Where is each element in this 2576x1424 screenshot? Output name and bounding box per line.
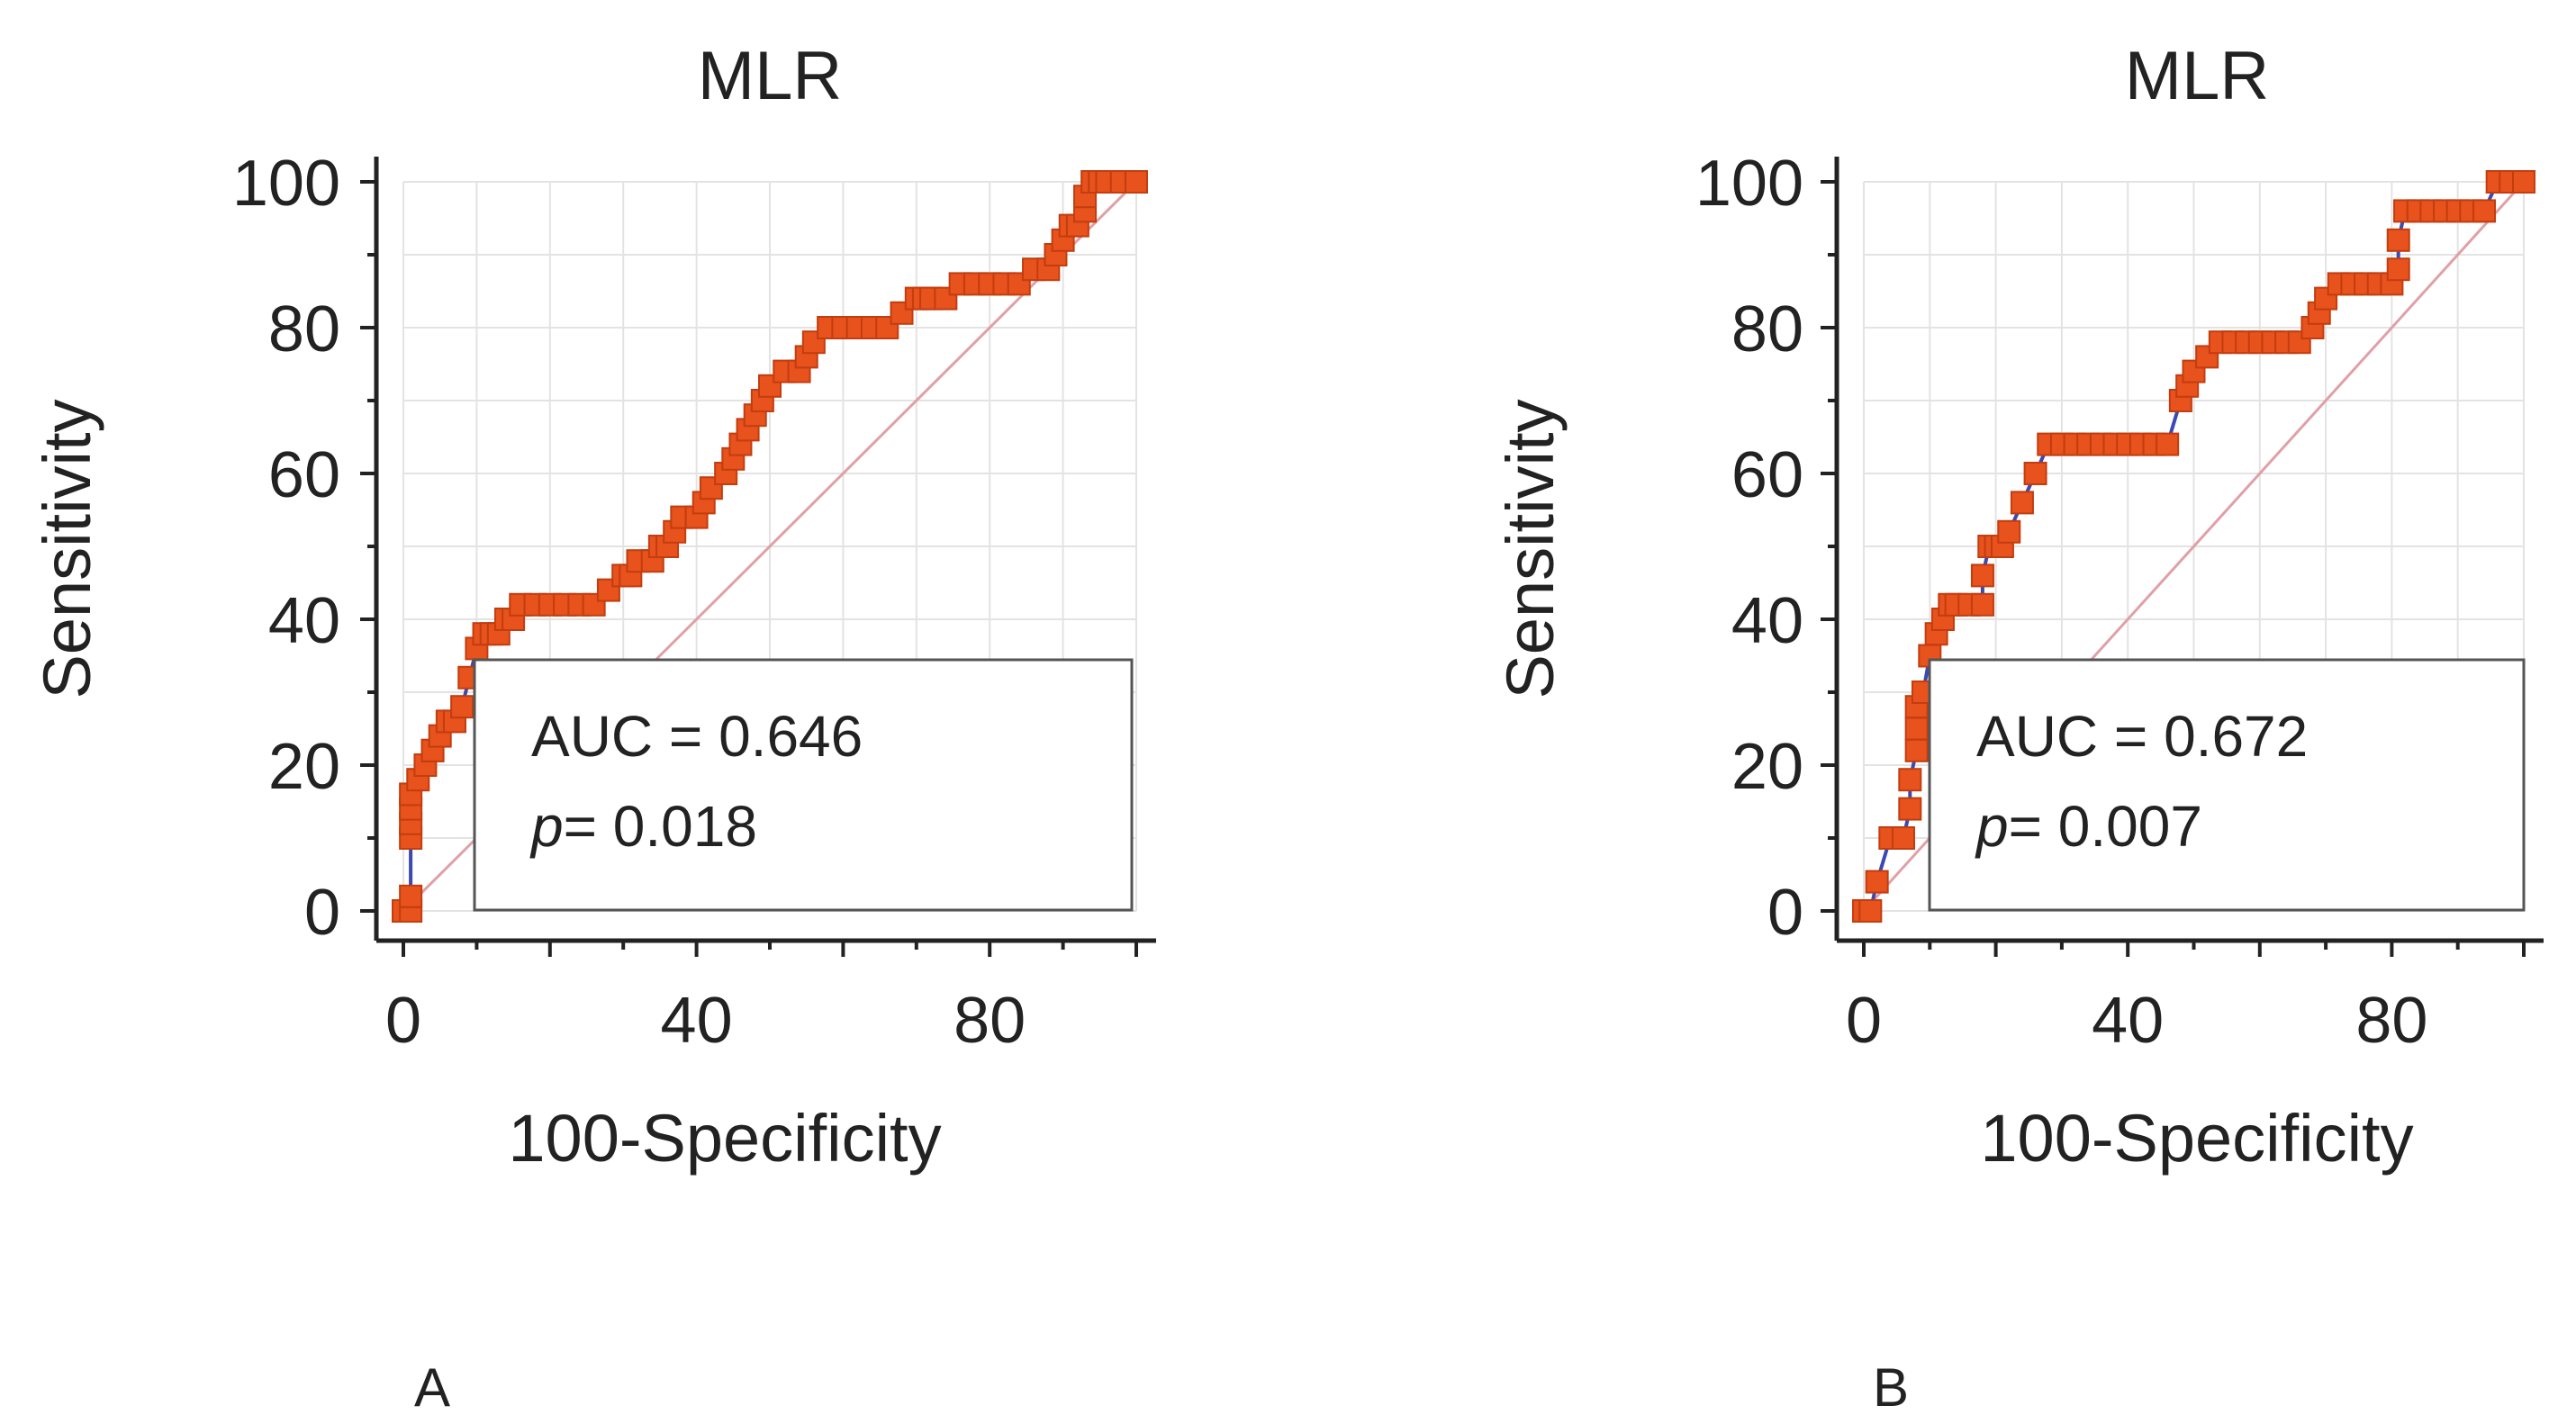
auc-text-b: AUC = 0.672 [1976, 704, 2308, 769]
axes-a [360, 157, 1156, 957]
x-ticks-b: 0 40 80 [1846, 985, 2427, 1057]
x-ticks-a: 0 40 80 [385, 985, 1026, 1057]
p-symbol-a: p [529, 794, 564, 859]
roc-panel-b: MLR 0 40 80 0 20 40 60 80 100 100-Specificity S… [1493, 38, 2545, 1418]
y-tick-label-a: 0 [304, 877, 340, 949]
roc-point [1904, 717, 1929, 741]
roc-point [2156, 432, 2180, 456]
y-tick-label-b: 40 [1731, 585, 1803, 657]
roc-point [1970, 563, 1994, 588]
roc-point [2386, 257, 2410, 282]
roc-point [2023, 462, 2047, 485]
y-tick-label-b: 20 [1731, 731, 1803, 803]
stats-box-b: AUC = 0.672 p= 0.007 [1928, 658, 2526, 912]
y-tick-label-b: 80 [1731, 293, 1803, 365]
roc-point [1865, 870, 1889, 894]
y-tick-label-b: 100 [1695, 148, 1803, 220]
roc-point [1858, 899, 1883, 923]
roc-point [1898, 797, 1922, 821]
y-tick-label-a: 20 [268, 731, 340, 803]
stats-box-frame-a [473, 658, 1134, 912]
p-value-text-a: = 0.018 [564, 794, 757, 859]
chart-title-b: MLR [2125, 38, 2269, 114]
roc-point [2195, 345, 2219, 369]
roc-point [2010, 491, 2034, 515]
roc-point [1891, 826, 1915, 850]
roc-point [399, 884, 423, 908]
y-tick-label-a: 40 [268, 585, 340, 657]
p-value-b: p= 0.007 [1975, 794, 2202, 859]
x-tick-label-a: 40 [661, 985, 733, 1057]
y-tick-label-b: 60 [1731, 439, 1803, 511]
roc-point [1125, 170, 1148, 194]
roc-point [2386, 228, 2410, 252]
x-tick-label-b: 80 [2355, 985, 2427, 1057]
panel-label-b: B [1873, 1357, 1909, 1418]
roc-panel-a: MLR 0 40 80 0 20 40 60 80 100 100-Specificity S… [30, 38, 1156, 1418]
roc-point [1970, 592, 1994, 617]
x-tick-label-a: 80 [954, 985, 1026, 1057]
axes-b [1821, 157, 2544, 957]
x-axis-label-a: 100-Specificity [508, 1101, 941, 1176]
roc-point [934, 286, 958, 311]
y-tick-label-b: 0 [1767, 877, 1803, 949]
p-value-a: p= 0.018 [529, 794, 757, 859]
roc-point [890, 301, 914, 325]
y-ticks-a: 0 20 40 60 80 100 [232, 148, 340, 949]
auc-text-a: AUC = 0.646 [531, 704, 863, 769]
y-tick-label-a: 100 [232, 148, 340, 220]
p-value-text-b: = 0.007 [2009, 794, 2202, 859]
roc-markers-b [1852, 170, 2535, 923]
roc-point [2472, 199, 2497, 223]
stats-box-frame-b [1928, 658, 2526, 912]
roc-point [1904, 738, 1929, 762]
roc-point [450, 695, 475, 719]
y-tick-label-a: 80 [268, 293, 340, 365]
y-axis-label-b: Sensitivity [1493, 399, 1568, 698]
panel-label-a: A [414, 1357, 450, 1418]
x-tick-label-a: 0 [385, 985, 421, 1057]
x-axis-label-b: 100-Specificity [1980, 1101, 2413, 1176]
roc-point [1997, 519, 2021, 544]
chart-title-a: MLR [698, 38, 842, 114]
y-tick-label-a: 60 [268, 439, 340, 511]
p-symbol-b: p [1975, 794, 2009, 859]
x-tick-label-b: 0 [1846, 985, 1882, 1057]
stats-box-a: AUC = 0.646 p= 0.018 [473, 658, 1134, 912]
roc-markers-a [392, 170, 1148, 923]
y-axis-label-a: Sensitivity [30, 399, 104, 698]
roc-point [2512, 170, 2535, 194]
roc-point [1898, 768, 1922, 792]
x-tick-label-b: 40 [2092, 985, 2164, 1057]
y-ticks-b: 0 20 40 60 80 100 [1695, 148, 1803, 949]
